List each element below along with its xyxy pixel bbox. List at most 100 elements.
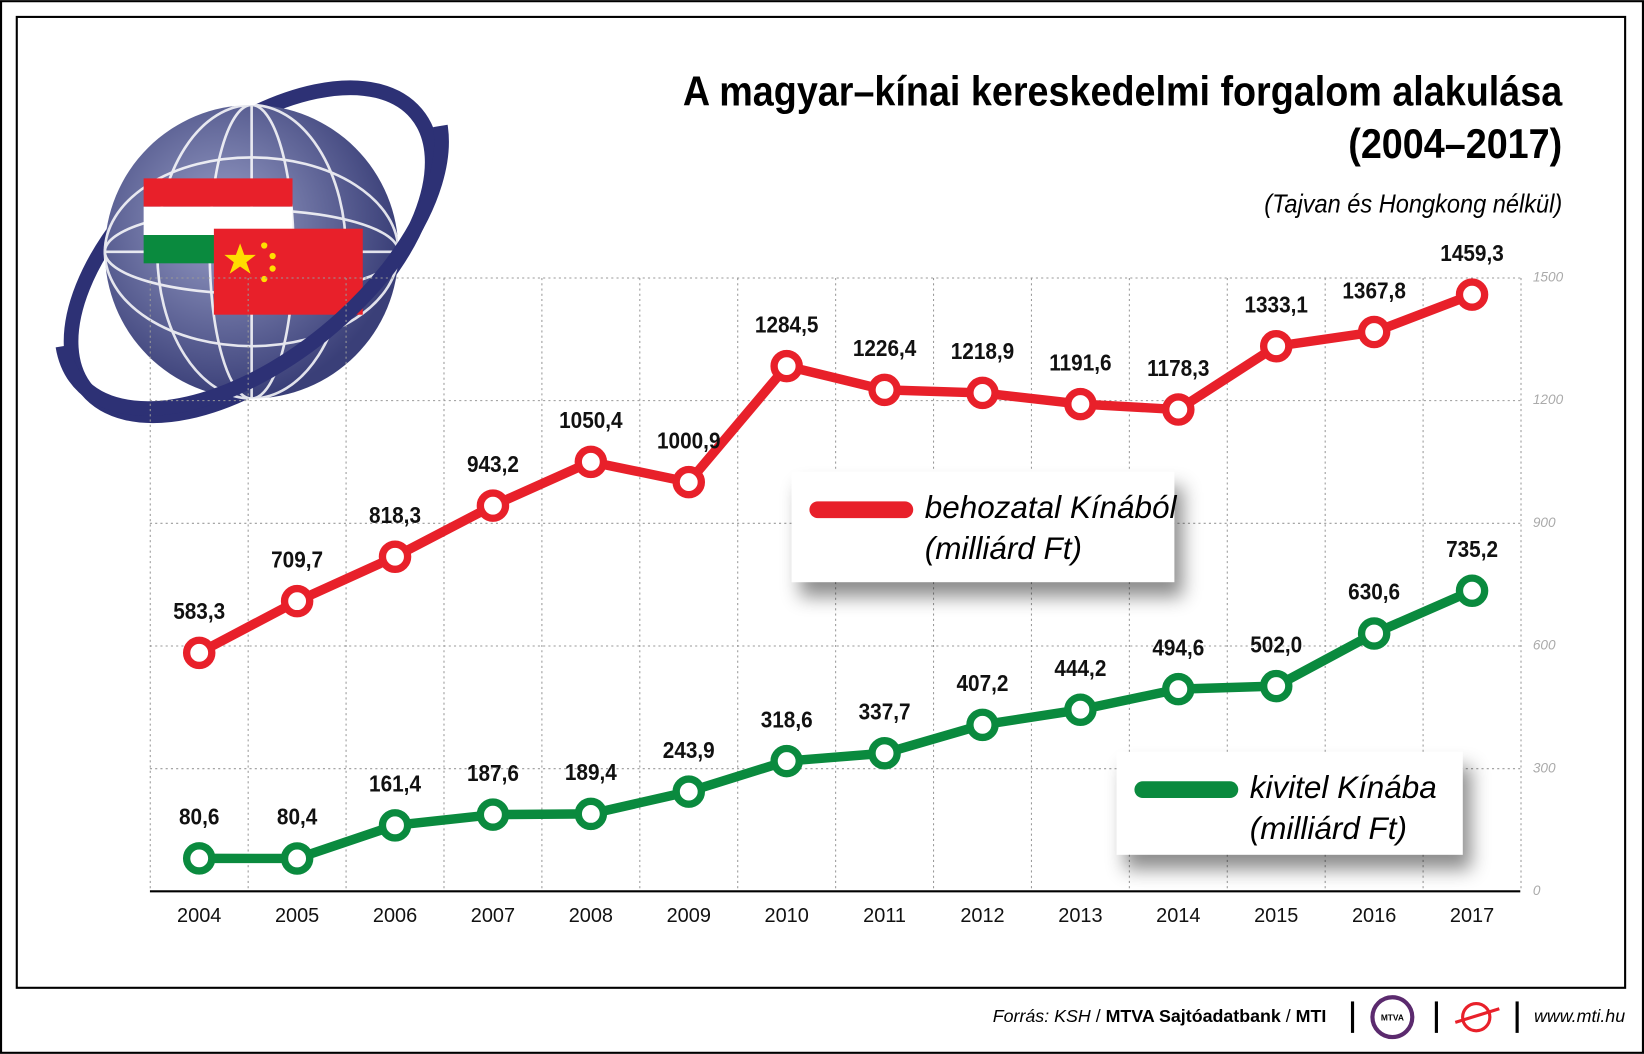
data-point bbox=[1259, 669, 1293, 703]
data-point bbox=[182, 636, 216, 670]
value-label: 1050,4 bbox=[559, 407, 623, 433]
globe-illustration bbox=[55, 80, 449, 424]
value-label: 80,6 bbox=[179, 804, 219, 830]
y-tick-label: 300 bbox=[1533, 760, 1556, 775]
value-label: 243,9 bbox=[663, 737, 715, 763]
value-label: 337,7 bbox=[859, 698, 911, 724]
value-label: 187,6 bbox=[467, 760, 519, 786]
value-label: 735,2 bbox=[1446, 536, 1498, 562]
legend-unit: (milliárd Ft) bbox=[1250, 811, 1407, 846]
value-label: 1333,1 bbox=[1244, 291, 1307, 317]
x-tick-label: 2011 bbox=[863, 905, 906, 927]
x-tick-label: 2012 bbox=[960, 905, 1004, 927]
value-label: 1000,9 bbox=[657, 427, 720, 453]
data-point bbox=[868, 737, 901, 770]
inner-frame bbox=[15, 15, 1627, 989]
value-label: 1284,5 bbox=[755, 311, 818, 337]
data-point bbox=[966, 708, 999, 742]
data-point bbox=[1357, 617, 1391, 650]
value-label: 318,6 bbox=[761, 706, 813, 732]
data-point bbox=[574, 445, 608, 479]
data-point bbox=[1162, 672, 1195, 706]
x-tick-label: 2017 bbox=[1450, 905, 1494, 927]
value-label: 630,6 bbox=[1348, 579, 1400, 605]
x-tick-label: 2010 bbox=[765, 905, 809, 927]
data-point bbox=[966, 376, 999, 410]
data-point bbox=[1357, 315, 1391, 349]
source-part: / bbox=[1096, 1006, 1101, 1026]
source-part: / bbox=[1286, 1006, 1291, 1026]
legend-box bbox=[791, 471, 1175, 583]
data-point bbox=[182, 842, 216, 875]
value-label: 818,3 bbox=[369, 502, 421, 528]
data-point bbox=[1064, 693, 1097, 726]
source: Forrás: KSH / MTVA Sajtóadatbank / MTI bbox=[993, 1006, 1327, 1026]
x-tick-label: 2016 bbox=[1352, 905, 1396, 927]
value-label: 1459,3 bbox=[1440, 240, 1503, 266]
x-tick-label: 2007 bbox=[471, 905, 515, 927]
value-label: 189,4 bbox=[565, 759, 618, 785]
data-point bbox=[1455, 574, 1489, 607]
value-label: 407,2 bbox=[957, 670, 1009, 696]
data-point bbox=[770, 349, 803, 383]
mtva-logo bbox=[1370, 995, 1415, 1040]
mti-logo bbox=[1454, 1001, 1500, 1033]
data-point bbox=[1162, 393, 1195, 426]
y-tick-label: 1200 bbox=[1533, 392, 1564, 407]
x-tick-label: 2015 bbox=[1254, 905, 1298, 927]
data-point bbox=[770, 744, 803, 778]
source-part: MTVA Sajtóadatbank bbox=[1106, 1006, 1281, 1026]
value-label: 80,4 bbox=[277, 804, 318, 830]
y-tick-label: 1500 bbox=[1533, 270, 1564, 285]
value-label: 583,3 bbox=[173, 598, 225, 624]
x-tick-label: 2006 bbox=[373, 905, 417, 927]
value-label: 161,4 bbox=[369, 771, 422, 797]
source-part: MTI bbox=[1296, 1006, 1327, 1026]
source-part: Forrás: KSH bbox=[993, 1006, 1091, 1026]
value-label: 1226,4 bbox=[853, 335, 917, 361]
value-label: 494,6 bbox=[1152, 634, 1204, 660]
data-point bbox=[280, 842, 314, 875]
chart-title: A magyar–kínai kereskedelmi forgalom ala… bbox=[683, 69, 1563, 115]
value-label: 1191,6 bbox=[1049, 349, 1111, 375]
data-point bbox=[868, 373, 901, 407]
data-point bbox=[1064, 387, 1097, 421]
y-tick-label: 900 bbox=[1533, 515, 1556, 530]
value-label: 709,7 bbox=[271, 546, 323, 572]
website: www.mti.hu bbox=[1534, 1006, 1625, 1026]
data-point bbox=[280, 584, 314, 618]
y-tick-label: 0 bbox=[1533, 883, 1541, 898]
value-label: 943,2 bbox=[467, 451, 519, 477]
data-point bbox=[476, 489, 510, 522]
data-point bbox=[672, 465, 706, 499]
data-point bbox=[476, 798, 510, 831]
data-point bbox=[378, 809, 412, 842]
series-line bbox=[197, 290, 1474, 658]
value-label: 1178,3 bbox=[1147, 355, 1209, 381]
chart-title-years: (2004–2017) bbox=[1348, 121, 1562, 167]
x-tick-label: 2004 bbox=[177, 905, 221, 927]
x-tick-label: 2013 bbox=[1058, 905, 1102, 927]
data-point bbox=[1259, 329, 1293, 363]
data-point bbox=[378, 540, 412, 573]
value-label: 444,2 bbox=[1054, 655, 1106, 681]
logo-text: MTVA bbox=[1381, 1012, 1404, 1022]
legend-box bbox=[1116, 751, 1463, 855]
data-point bbox=[1455, 278, 1489, 311]
x-tick-label: 2008 bbox=[569, 905, 613, 927]
data-point bbox=[574, 797, 608, 831]
value-label: 1367,8 bbox=[1342, 277, 1405, 303]
chart-subtitle: (Tajvan és Hongkong nélkül) bbox=[1264, 189, 1562, 218]
legend-unit: (milliárd Ft) bbox=[925, 531, 1082, 566]
x-tick-label: 2009 bbox=[667, 905, 711, 927]
x-tick-label: 2005 bbox=[275, 905, 319, 927]
legend-label: kivitel Kínába bbox=[1250, 770, 1437, 805]
series-line bbox=[199, 586, 1474, 864]
x-tick-label: 2014 bbox=[1156, 905, 1200, 927]
value-label: 502,0 bbox=[1250, 631, 1302, 657]
value-label: 1218,9 bbox=[951, 338, 1014, 364]
legend-label: behozatal Kínából bbox=[925, 490, 1178, 525]
y-tick-label: 600 bbox=[1533, 638, 1556, 653]
data-point bbox=[672, 775, 706, 808]
